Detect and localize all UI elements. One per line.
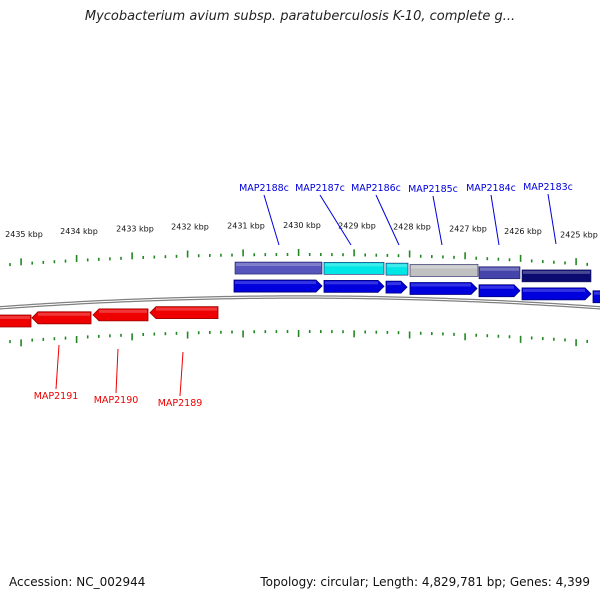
forward-gene-arrow — [323, 279, 385, 293]
gene-leader-line — [55, 344, 60, 390]
scale-label: 2431 kbp — [227, 221, 265, 230]
forward-gene-arrow — [385, 280, 408, 294]
scale-label: 2426 kbp — [504, 227, 542, 236]
map-title: Mycobacterium avium subsp. paratuberculo… — [84, 9, 516, 24]
reverse-gene-label: MAP2189 — [158, 398, 203, 409]
reverse-gene-arrow — [0, 314, 32, 328]
genome-summary: Topology: circular; Length: 4,829,781 bp… — [260, 575, 590, 589]
forward-gene-label: MAP2187c — [295, 183, 345, 194]
inner-scale-ticks — [9, 330, 589, 347]
forward-gene-arrow — [592, 290, 600, 304]
gene-leader-line — [432, 195, 443, 246]
reverse-gene-track — [0, 306, 219, 328]
highlight-segment — [323, 262, 385, 275]
forward-gene-track — [233, 279, 600, 304]
gene-leader-line — [547, 193, 557, 245]
forward-gene-labels: MAP2188c MAP2187c MAP2186c MAP2185c MAP2184c… — [239, 182, 573, 246]
gene-leader-line — [115, 348, 119, 394]
scale-labels: 2435 kbp 2434 kbp 2433 kbp 2432 kbp 2431 kbp… — [5, 221, 598, 239]
gene-leader-line — [490, 194, 500, 246]
reverse-gene-label: MAP2191 — [34, 391, 79, 402]
forward-gene-arrow — [233, 279, 323, 293]
scale-label: 2425 kbp — [560, 230, 598, 239]
scale-label: 2427 kbp — [449, 224, 487, 233]
scale-label: 2428 kbp — [393, 223, 431, 232]
scale-label: 2434 kbp — [60, 227, 98, 236]
reverse-gene-arrow — [31, 311, 92, 325]
highlight-segment — [409, 264, 479, 277]
forward-gene-label: MAP2188c — [239, 183, 289, 194]
outer-scale-ticks — [9, 249, 589, 267]
forward-gene-label: MAP2185c — [408, 184, 458, 195]
genome-backbone — [0, 295, 600, 310]
highlight-segment — [478, 266, 521, 280]
scale-label: 2433 kbp — [116, 224, 154, 233]
forward-gene-label: MAP2184c — [466, 183, 516, 194]
forward-gene-arrow — [478, 284, 521, 298]
highlight-track — [234, 261, 592, 283]
reverse-gene-labels: MAP2191 MAP2190 MAP2189 — [34, 344, 203, 409]
highlight-segment — [234, 261, 323, 275]
reverse-gene-label: MAP2190 — [94, 395, 139, 406]
scale-label: 2432 kbp — [171, 222, 209, 231]
highlight-segment — [521, 269, 592, 283]
gene-leader-line — [263, 194, 280, 246]
reverse-gene-arrow — [92, 308, 149, 322]
forward-gene-arrow — [409, 282, 478, 295]
forward-gene-label: MAP2186c — [351, 183, 401, 194]
gene-leader-line — [375, 194, 400, 246]
scale-label: 2429 kbp — [338, 221, 376, 230]
gene-leader-line — [319, 194, 352, 246]
accession-label: Accession: NC_002944 — [9, 575, 146, 589]
scale-label: 2430 kbp — [283, 221, 321, 230]
highlight-segment — [385, 262, 409, 276]
backbone-inner — [0, 296, 600, 309]
scale-label: 2435 kbp — [5, 230, 43, 239]
reverse-gene-arrow — [149, 306, 219, 320]
gene-leader-line — [179, 351, 184, 397]
forward-gene-arrow — [521, 287, 592, 301]
forward-gene-label: MAP2183c — [523, 182, 573, 193]
